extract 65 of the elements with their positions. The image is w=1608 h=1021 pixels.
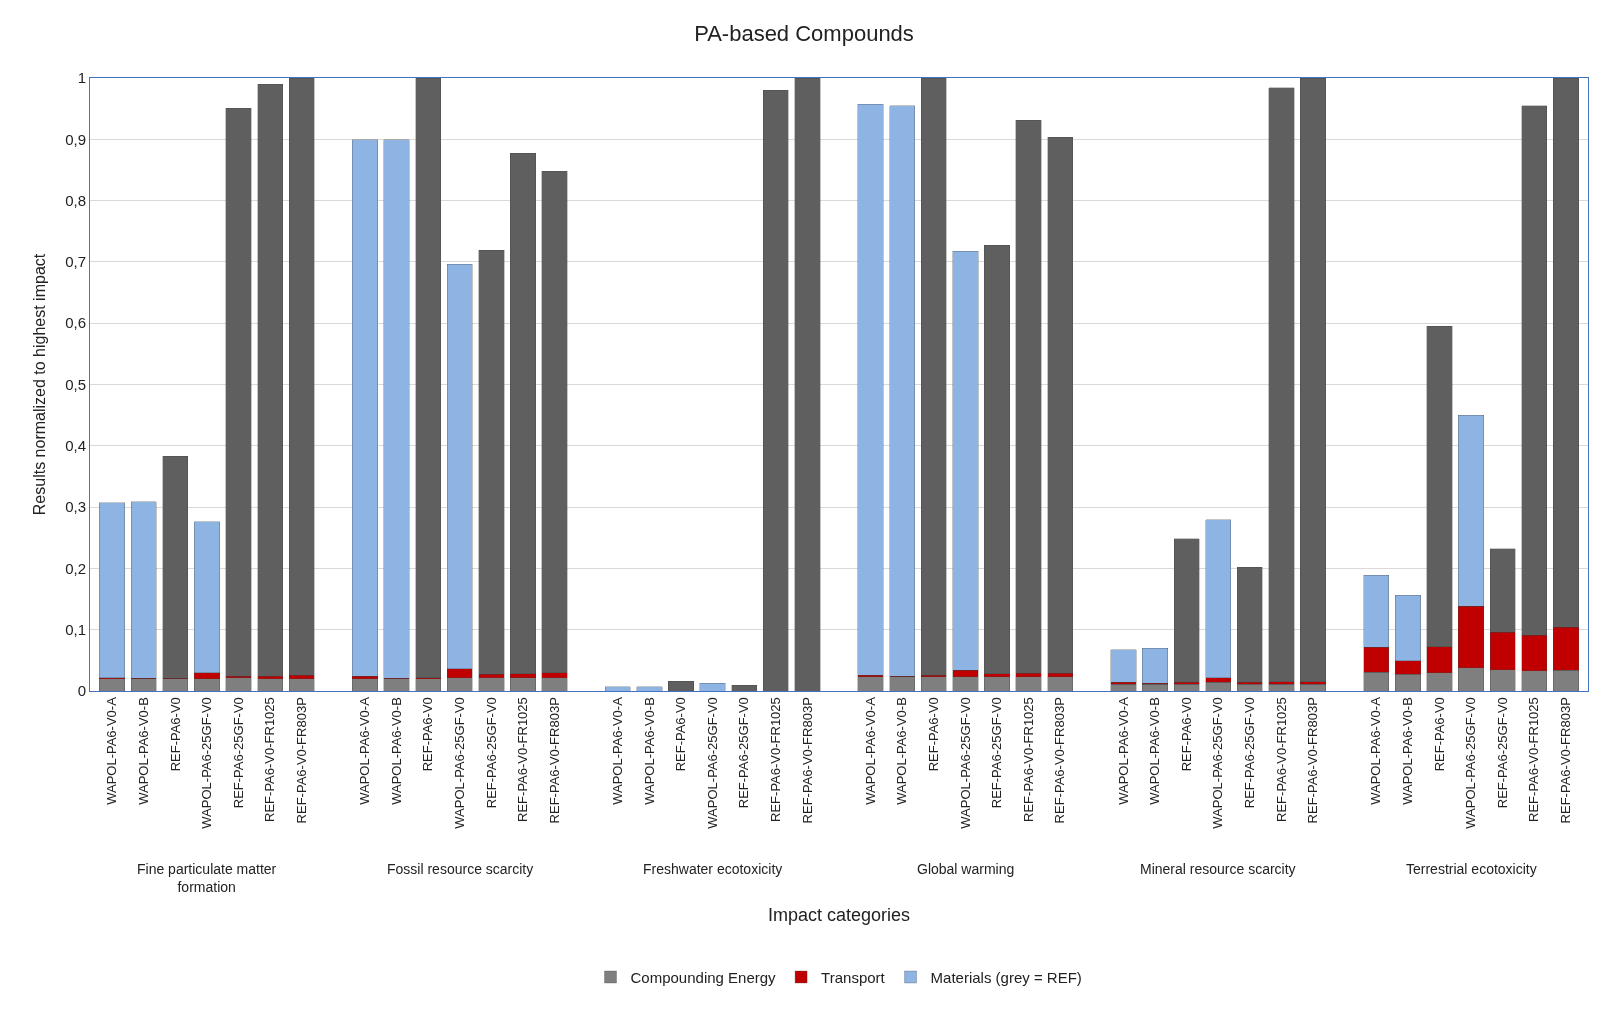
x-tick-label: REF-PA6-V0 (1178, 697, 1194, 772)
text: Fine particulate matter formation (137, 861, 277, 896)
x-tick-label: REF-PA6-25GF-V0 (1242, 697, 1258, 809)
x-tick-label: REF-PA6-25GF-V0 (483, 697, 499, 809)
x-tick-label: WAPOL-PA6-25GF-V0 (199, 697, 215, 829)
y-tick-label: 0,6 (65, 314, 86, 332)
text: Terrestrial ecotoxicity (1406, 861, 1537, 877)
y-tick-label: 0,5 (65, 375, 86, 393)
x-tick-label: REF-PA6-V0 (926, 697, 942, 772)
x-tick-label: REF-PA6-V0-FR803P (293, 697, 309, 824)
x-tick-label: WAPOL-PA6-V0-B (1400, 697, 1416, 805)
x-tick-label: WAPOL-PA6-V0-A (1368, 696, 1384, 805)
x-tick-label: WAPOL-PA6-V0-B (894, 697, 910, 805)
x-tick-label: WAPOL-PA6-25GF-V0 (957, 697, 973, 829)
text: Global warming (917, 861, 1015, 877)
chart-title: PA-based Compounds (694, 20, 914, 46)
x-tick-label: WAPOL-PA6-25GF-V0 (1210, 697, 1226, 829)
text: Fossil resource scarcity (387, 861, 534, 877)
x-tick-label: WAPOL-PA6-V0-B (388, 697, 404, 805)
y-tick-label: 1 (77, 69, 86, 87)
x-tick-label: WAPOL-PA6-25GF-V0 (451, 697, 467, 829)
y-tick-label: 0,3 (65, 498, 86, 516)
x-tick-label: REF-PA6-V0-FR803P (546, 697, 562, 824)
x-axis-title: Impact categories (768, 905, 911, 925)
x-tick-label: WAPOL-PA6-V0-A (862, 696, 878, 805)
x-tick-label: REF-PA6-V0-FR1025 (262, 697, 278, 822)
x-tick-label: REF-PA6-V0 (1431, 697, 1447, 772)
y-tick-label: 0,1 (65, 620, 86, 638)
legend-label: Compounding Energy (630, 968, 777, 986)
x-tick-label: REF-PA6-V0-FR1025 (768, 697, 784, 822)
y-tick-label: 0,4 (65, 437, 86, 455)
x-tick-label: REF-PA6-25GF-V0 (1494, 697, 1510, 809)
x-tick-label: REF-PA6-V0 (673, 697, 689, 772)
y-tick-label: 0 (77, 682, 86, 700)
y-tick-label: 0,8 (65, 191, 86, 209)
x-tick-label: REF-PA6-V0-FR1025 (1526, 697, 1542, 822)
x-tick-label: REF-PA6-V0-FR1025 (1273, 697, 1289, 822)
text: Freshwater ecotoxicity (643, 861, 783, 877)
y-tick-label: 0,2 (65, 559, 86, 577)
x-tick-label: WAPOL-PA6-V0-A (1115, 696, 1131, 805)
x-tick-label: REF-PA6-25GF-V0 (230, 697, 246, 809)
y-axis-title: Results normalized to highest impact (31, 253, 49, 516)
text: Mineral resource scarcity (1140, 861, 1296, 877)
x-tick-label: WAPOL-PA6-V0-B (641, 697, 657, 805)
x-tick-label: WAPOL-PA6-V0-A (357, 696, 373, 805)
x-tick-label: WAPOL-PA6-V0-A (610, 696, 626, 805)
x-tick-label: WAPOL-PA6-V0-B (1147, 697, 1163, 805)
x-tick-label: REF-PA6-V0-FR1025 (1020, 697, 1036, 822)
x-tick-label: REF-PA6-25GF-V0 (736, 697, 752, 809)
x-tick-label: REF-PA6-V0-FR1025 (515, 697, 531, 822)
x-tick-label: REF-PA6-25GF-V0 (989, 697, 1005, 809)
x-tick-label: REF-PA6-V0-FR803P (1558, 697, 1574, 824)
y-tick-label: 0,9 (65, 130, 86, 148)
x-tick-label: REF-PA6-V0-FR803P (1305, 697, 1321, 824)
x-tick-label: REF-PA6-V0-FR803P (799, 697, 815, 824)
y-tick-label: 0,7 (65, 253, 86, 271)
x-tick-label: REF-PA6-V0-FR803P (1052, 697, 1068, 824)
x-tick-label: REF-PA6-V0 (167, 697, 183, 772)
x-tick-label: WAPOL-PA6-V0-B (135, 697, 151, 805)
legend-label: Materials (grey = REF) (930, 968, 1082, 986)
legend-label: Transport (821, 968, 886, 986)
x-tick-label: WAPOL-PA6-25GF-V0 (1463, 697, 1479, 829)
x-tick-label: WAPOL-PA6-25GF-V0 (704, 697, 720, 829)
x-tick-label: REF-PA6-V0 (420, 697, 436, 772)
x-tick-label: WAPOL-PA6-V0-A (104, 696, 120, 805)
